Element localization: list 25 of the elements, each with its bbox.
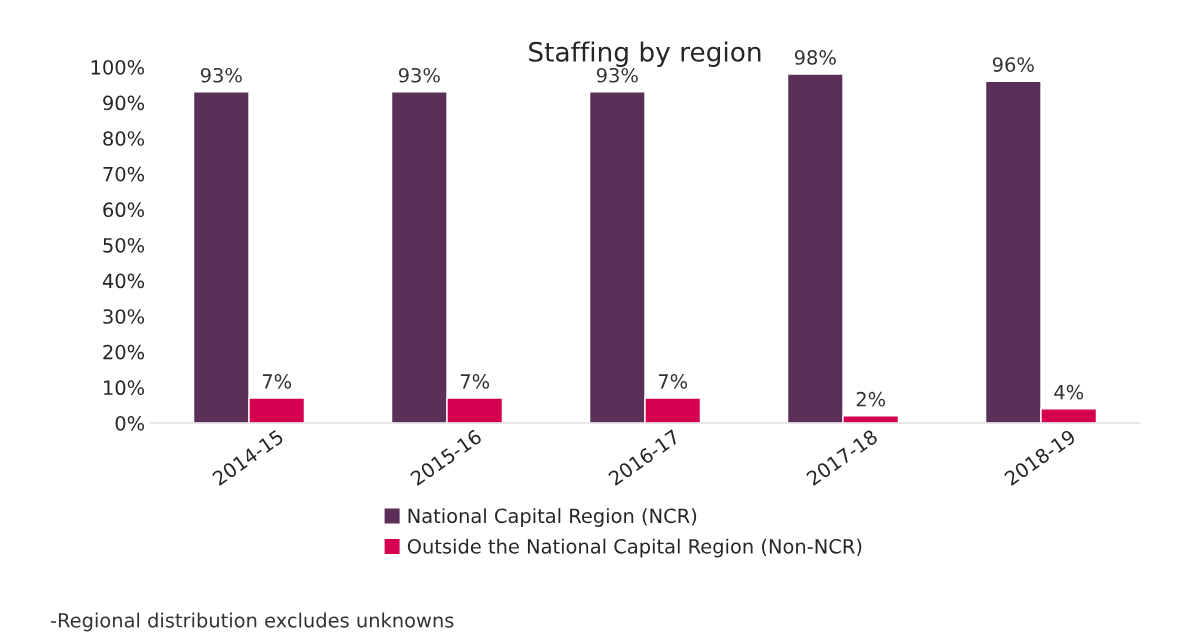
- y-tick-label: 20%: [103, 344, 145, 360]
- y-tick-label: 90%: [103, 95, 145, 111]
- y-tick-label: 70%: [103, 166, 145, 182]
- text: 96%: [992, 57, 1034, 72]
- legend-label: Outside the National Capital Region (Non-NCR): [407, 538, 862, 558]
- text: 7%: [262, 374, 292, 389]
- text: 93%: [596, 67, 638, 83]
- text: -Regional distribution excludes unknowns: [50, 612, 454, 632]
- y-tick-label: 30%: [103, 309, 145, 324]
- text: 7%: [460, 374, 490, 389]
- chart-title: Staffing by region: [529, 41, 761, 67]
- y-tick-label: 60%: [103, 202, 145, 218]
- text: 98%: [794, 50, 836, 65]
- text: 2%: [856, 391, 886, 407]
- y-tick-label: 10%: [104, 380, 145, 396]
- y-tick-label: 0%: [115, 415, 145, 431]
- y-tick-label: 80%: [103, 131, 145, 146]
- y-tick-label: 40%: [102, 273, 145, 289]
- text: 93%: [200, 67, 242, 83]
- text: 4%: [1054, 384, 1084, 400]
- text: 7%: [658, 374, 688, 389]
- y-tick-label: 50%: [103, 237, 145, 253]
- legend-label: National Capital Region (NCR): [408, 508, 697, 527]
- y-tick-label: 100%: [91, 59, 145, 75]
- text: 93%: [398, 67, 440, 83]
